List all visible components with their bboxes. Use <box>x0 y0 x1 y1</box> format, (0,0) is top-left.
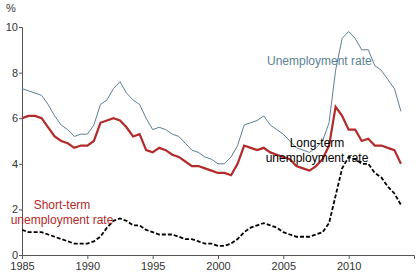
series-label: Unemployment rate <box>267 54 372 68</box>
series-line <box>22 32 401 164</box>
x-tick-label: 2000 <box>206 260 230 272</box>
x-tick: 1990 <box>76 255 100 272</box>
y-tick-label: 4 <box>12 158 18 170</box>
y-tick-mark <box>19 27 22 28</box>
x-tick-mark <box>349 255 350 259</box>
y-tick-label: 8 <box>12 67 18 79</box>
y-tick-label: 6 <box>12 112 18 124</box>
x-tick: 2005 <box>272 255 296 272</box>
y-tick: 0 <box>12 249 22 261</box>
y-tick-mark <box>19 118 22 119</box>
x-tick: 2010 <box>337 255 361 272</box>
y-tick-mark <box>19 255 22 256</box>
series-line <box>22 157 401 246</box>
y-tick-mark <box>19 73 22 74</box>
x-tick-label: 2005 <box>272 260 296 272</box>
y-tick-mark <box>19 164 22 165</box>
x-tick-label: 1985 <box>10 260 34 272</box>
y-tick-label: 0 <box>12 249 18 261</box>
plot-area: 1985199019952000200520100246810Unemploym… <box>6 21 415 272</box>
y-tick: 8 <box>12 67 22 79</box>
series-label: Short-termunemployment rate <box>11 198 114 227</box>
x-tick: 2000 <box>206 255 230 272</box>
x-tick: 1995 <box>141 255 165 272</box>
y-tick-mark <box>19 209 22 210</box>
x-tick-label: 1990 <box>76 260 100 272</box>
x-tick-mark <box>153 255 154 259</box>
y-tick: 6 <box>12 112 22 124</box>
y-tick: 4 <box>12 158 22 170</box>
x-tick-mark <box>218 255 219 259</box>
y-tick-label: 10 <box>6 21 18 33</box>
y-tick: 10 <box>6 21 22 33</box>
chart: 1985199019952000200520100246810Unemploym… <box>0 0 420 280</box>
series-label: Long-termunemployment rate <box>266 136 369 165</box>
x-axis-line <box>23 256 415 260</box>
series-line <box>22 107 401 175</box>
x-tick-mark <box>283 255 284 259</box>
x-tick-mark <box>87 255 88 259</box>
y-axis-title: % <box>6 2 16 14</box>
x-tick-label: 1995 <box>141 260 165 272</box>
x-axis: 1985 1990 1995 2000 2005 2010 <box>10 255 414 272</box>
x-tick-label: 2010 <box>337 260 361 272</box>
